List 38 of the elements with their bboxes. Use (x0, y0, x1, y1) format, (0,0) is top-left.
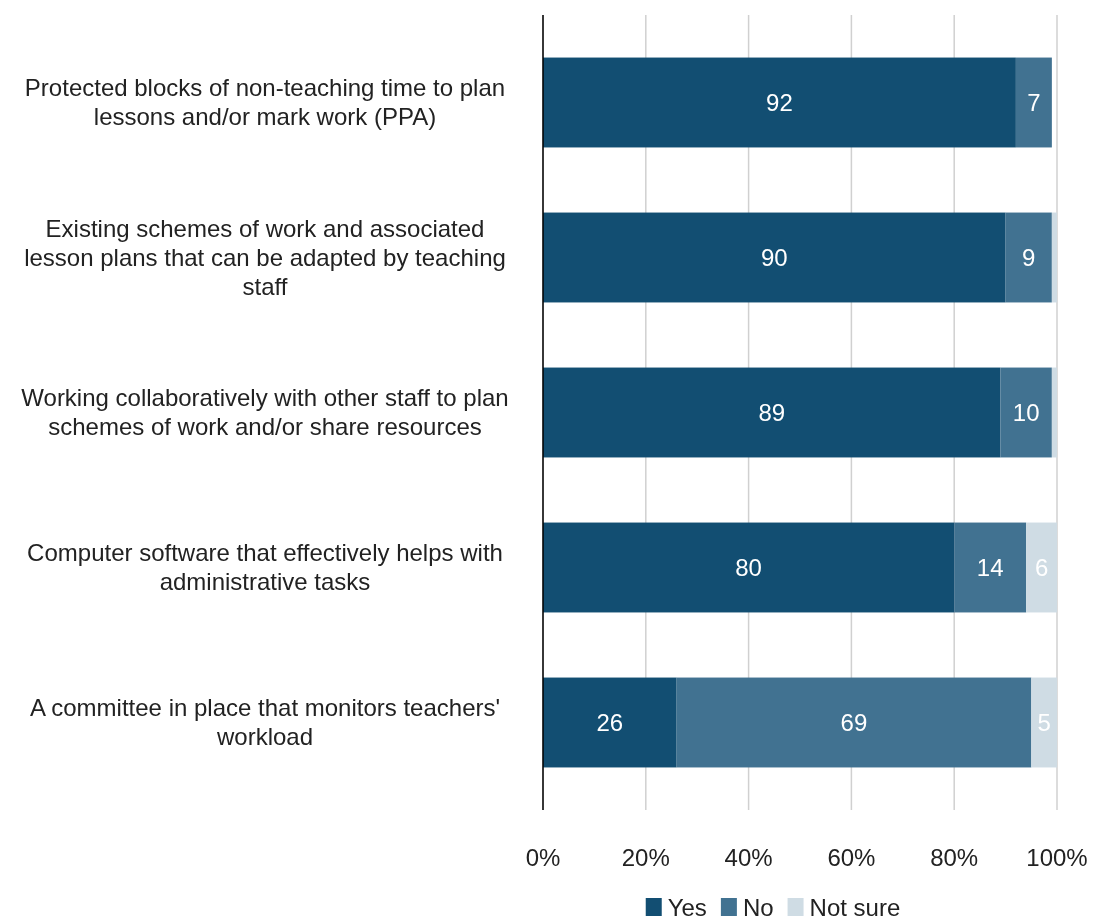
bar (1015, 57, 1052, 148)
bar (543, 367, 1001, 458)
bar (543, 522, 955, 613)
y-tick-label: Working collaboratively with other staff to plan schemes of work and/or share resources (21, 384, 509, 441)
bar (676, 677, 1032, 768)
bar (543, 677, 677, 768)
data-label: 89 (758, 398, 786, 426)
data-label: 90 (760, 243, 788, 271)
y-tick-label: Existing schemes of work and associated lesson plans that can be adapted by teaching staff (24, 214, 506, 300)
x-tick-label: 40% (724, 844, 773, 872)
bar (1051, 367, 1057, 458)
data-label: 26 (596, 708, 624, 736)
x-tick-label: 80% (930, 844, 979, 872)
x-tick-label: 0% (525, 844, 561, 872)
data-label: 69 (840, 708, 868, 736)
x-tick-label: 100% (1026, 844, 1088, 872)
bar (954, 522, 1027, 613)
data-label: 10 (1012, 398, 1040, 426)
legend-label: Yes (667, 894, 707, 920)
data-label: 80 (735, 553, 762, 581)
y-tick-label: Computer software that effectively helps with administrative tasks (27, 539, 503, 596)
bar (543, 57, 1016, 148)
bar (1031, 677, 1057, 768)
y-tick-label: A committee in place that monitors teachers' workload (29, 694, 501, 751)
y-tick-label: Protected blocks of non-teaching time to plan lessons and/or mark work (PPA) (24, 74, 506, 131)
bar (1000, 367, 1052, 458)
legend-label: No (742, 894, 774, 920)
bar (543, 212, 1006, 303)
x-tick-label: 60% (827, 844, 876, 872)
data-label: 92 (766, 88, 793, 116)
legend-label: Not sure (809, 894, 901, 920)
data-label: 14 (976, 553, 1004, 581)
data-label: 9 (1022, 243, 1036, 271)
x-tick-label: 20% (621, 844, 670, 872)
bar (1051, 212, 1057, 303)
data-label: 7 (1027, 88, 1041, 116)
bar (1005, 212, 1052, 303)
bar (1026, 522, 1057, 613)
